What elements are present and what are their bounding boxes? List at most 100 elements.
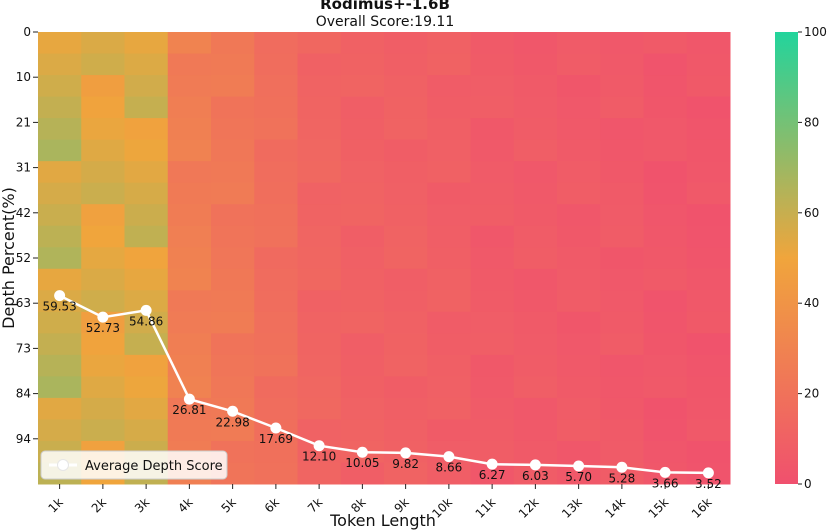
heatmap-cell xyxy=(384,204,428,227)
heatmap-cell xyxy=(686,225,731,248)
heatmap-cell xyxy=(297,376,342,399)
heatmap-cell xyxy=(81,247,125,270)
heatmap-cell xyxy=(254,333,298,356)
heatmap-cell xyxy=(427,376,471,399)
y-tick-label: 94 xyxy=(16,432,31,446)
heatmap-cell xyxy=(600,182,644,205)
average-depth-point xyxy=(183,393,195,405)
heatmap-cell xyxy=(557,225,601,248)
heatmap-cell xyxy=(211,75,255,98)
y-tick-label: 0 xyxy=(23,25,31,39)
heatmap-cell xyxy=(340,53,385,76)
heatmap-cell xyxy=(470,376,515,399)
heatmap-cell xyxy=(686,75,731,98)
legend-box xyxy=(40,450,228,480)
heatmap-cell xyxy=(643,354,688,377)
average-depth-value: 3.66 xyxy=(652,476,679,490)
heatmap-cell xyxy=(81,32,125,55)
heatmap-cell xyxy=(254,118,298,141)
heatmap-cell xyxy=(686,53,731,76)
heatmap-cell xyxy=(124,397,169,420)
heatmap-cell xyxy=(167,290,212,313)
heatmap-cell xyxy=(427,397,471,420)
heatmap-cell xyxy=(297,462,342,485)
heatmap-cell xyxy=(167,75,212,98)
heatmap-cell xyxy=(470,311,515,334)
heatmap-cell xyxy=(384,75,428,98)
heatmap-cell xyxy=(513,440,558,463)
heatmap-cell xyxy=(340,333,385,356)
heatmap-cell xyxy=(384,311,428,334)
heatmap-cell xyxy=(124,311,169,334)
heatmap-cell xyxy=(384,161,428,184)
heatmap-cell xyxy=(297,247,342,270)
heatmap-cell xyxy=(340,462,385,485)
colorbar: 0 20 40 60 80 100 xyxy=(775,25,827,491)
heatmap-cell xyxy=(254,139,298,162)
x-tick-label: 14k xyxy=(602,495,628,521)
heatmap-cell xyxy=(124,376,169,399)
heatmap-cell xyxy=(297,96,342,119)
heatmap-cell xyxy=(427,182,471,205)
heatmap-cell xyxy=(557,333,601,356)
heatmap-cell xyxy=(211,376,255,399)
heatmap-cell xyxy=(600,311,644,334)
heatmap-cell xyxy=(643,268,688,291)
heatmap-cell xyxy=(81,225,125,248)
heatmap-cell xyxy=(340,75,385,98)
heatmap-cell xyxy=(427,333,471,356)
heatmap-cell xyxy=(600,247,644,270)
heatmap-cell xyxy=(297,290,342,313)
heatmap-cell xyxy=(470,268,515,291)
heatmap-cell xyxy=(643,53,688,76)
heatmap-cell xyxy=(643,32,688,55)
heatmap-cell xyxy=(124,204,169,227)
average-depth-value: 5.28 xyxy=(609,471,636,485)
heatmap-cell xyxy=(513,139,558,162)
heatmap-cell xyxy=(167,182,212,205)
heatmap-cell xyxy=(384,32,428,55)
average-depth-point xyxy=(313,440,325,452)
heatmap-cell xyxy=(686,397,731,420)
heatmap-cell xyxy=(124,290,169,313)
colorbar-tick-label: 20 xyxy=(804,387,819,401)
heatmap-cell xyxy=(470,397,515,420)
heatmap-cell xyxy=(340,247,385,270)
y-tick-label: 63 xyxy=(16,296,31,310)
heatmap-cell xyxy=(340,204,385,227)
heatmap-cell xyxy=(513,182,558,205)
heatmap-cell xyxy=(686,268,731,291)
heatmap-cell xyxy=(167,333,212,356)
heatmap-cell xyxy=(254,376,298,399)
heatmap-cell xyxy=(254,247,298,270)
x-axis-label: Token Length xyxy=(329,511,436,530)
heatmap-cell xyxy=(557,53,601,76)
heatmap-cell xyxy=(340,376,385,399)
heatmap-cell xyxy=(513,376,558,399)
x-tick-label: 4k xyxy=(175,495,195,515)
y-tick-label: 52 xyxy=(16,251,31,265)
heatmap-cell xyxy=(557,161,601,184)
x-tick-label: 16k xyxy=(689,495,715,521)
heatmap-cell xyxy=(557,311,601,334)
heatmap-cell xyxy=(38,161,82,184)
heatmap-cell xyxy=(686,161,731,184)
colorbar-tick-label: 60 xyxy=(804,206,819,220)
heatmap-cell xyxy=(254,96,298,119)
heatmap-cell xyxy=(384,118,428,141)
heatmap-cell xyxy=(643,225,688,248)
heatmap-cell xyxy=(297,419,342,442)
average-depth-point xyxy=(54,290,66,302)
y-axis-label: Depth Percent(%) xyxy=(0,187,18,329)
heatmap-cell xyxy=(427,53,471,76)
heatmap-cell xyxy=(81,333,125,356)
average-depth-value: 59.53 xyxy=(42,300,76,314)
heatmap-cell xyxy=(297,32,342,55)
heatmap-cell xyxy=(470,96,515,119)
heatmap-cell xyxy=(124,32,169,55)
heatmap-cells xyxy=(38,32,731,485)
average-depth-value: 54.86 xyxy=(129,314,163,328)
heatmap-cell xyxy=(211,96,255,119)
average-depth-value: 10.05 xyxy=(345,456,379,470)
